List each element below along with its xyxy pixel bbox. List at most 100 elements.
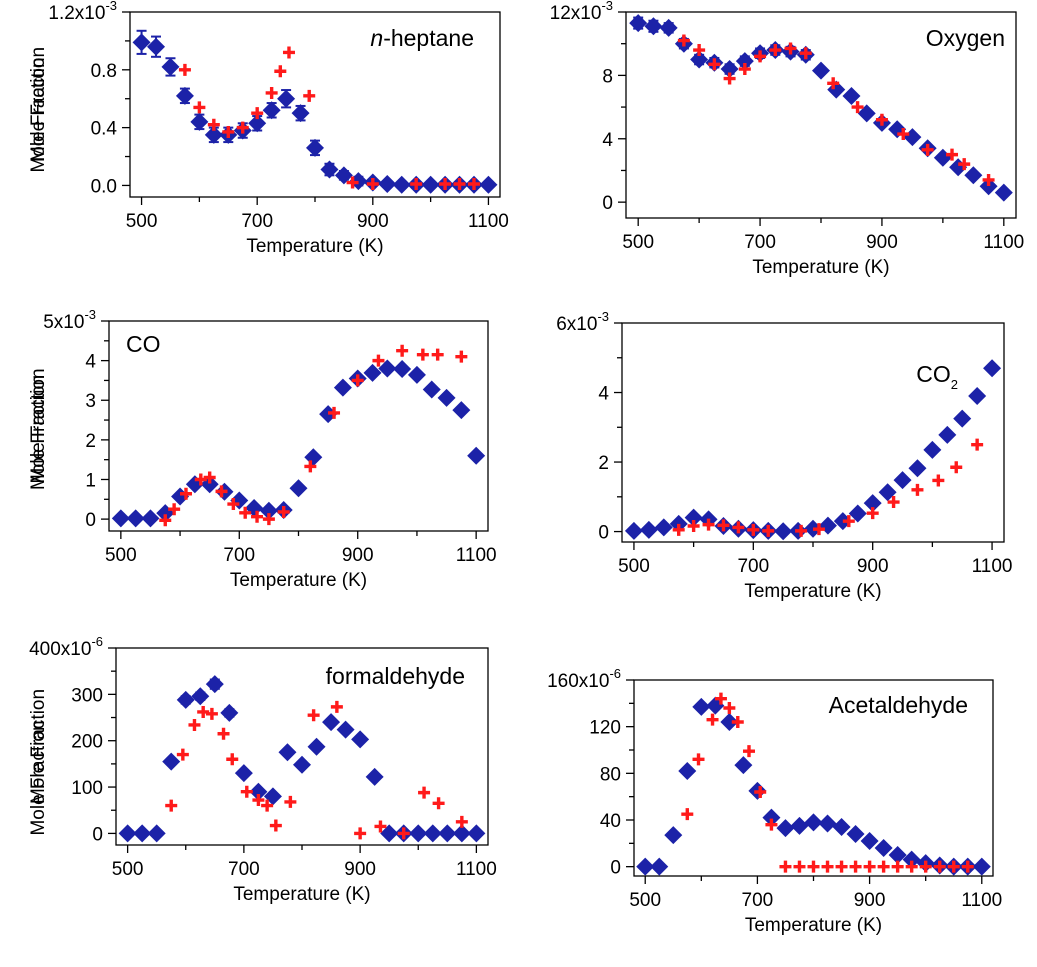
- data-point-cross: [432, 797, 445, 810]
- data-point-diamond: [983, 359, 1002, 378]
- data-point-cross: [366, 177, 379, 190]
- panel-title-main: n: [370, 25, 383, 51]
- data-point-cross: [372, 354, 385, 367]
- data-point-diamond: [293, 755, 311, 774]
- y-tick-label: 12x10-3: [550, 0, 613, 24]
- data-point-diamond: [923, 440, 942, 459]
- data-point-cross: [793, 860, 806, 873]
- data-point-diamond: [422, 380, 441, 399]
- data-point-diamond: [320, 160, 339, 179]
- x-tick-label: 900: [866, 232, 898, 253]
- y-tick-label-text: 0.0: [91, 176, 117, 197]
- data-point-diamond: [818, 814, 837, 833]
- data-point-diamond: [972, 857, 991, 876]
- data-point-cross: [222, 125, 235, 138]
- data-point-cross: [799, 47, 812, 60]
- data-point-cross: [265, 86, 278, 99]
- data-point-diamond: [437, 388, 456, 407]
- y-tick-label-text: 2: [598, 453, 609, 474]
- data-point-diamond: [248, 114, 267, 133]
- data-point-cross: [274, 65, 287, 78]
- y-tick-label-text: 0.4: [91, 119, 118, 140]
- x-tick-label: 700: [742, 890, 774, 911]
- data-point-diamond: [365, 767, 384, 786]
- data-point-diamond: [133, 824, 152, 843]
- data-point-cross: [821, 860, 834, 873]
- data-point-diamond: [624, 521, 643, 540]
- data-point-cross: [328, 406, 341, 419]
- data-point-cross: [693, 44, 706, 57]
- data-point-diamond: [874, 839, 893, 857]
- data-point-cross: [374, 820, 387, 833]
- panel-title: Acetaldehyde: [829, 692, 968, 718]
- data-point-cross: [351, 374, 364, 387]
- data-point-cross: [863, 860, 876, 873]
- x-tick-label: 1100: [972, 556, 1013, 577]
- y-tick-label-text: 120: [589, 718, 621, 739]
- panel-title: CO: [126, 331, 161, 357]
- data-point-diamond: [938, 425, 957, 444]
- x-tick-label: 700: [223, 545, 255, 566]
- x-tick-label: 500: [105, 545, 137, 566]
- panel-1: 500 700 900 1100 0.0 0.4 0.8 1.2x10-3 Temperatur…: [28, 0, 509, 257]
- data-point-cross: [240, 785, 253, 798]
- x-tick-label: 1100: [961, 890, 1002, 911]
- data-point-diamond: [776, 819, 795, 838]
- data-point-cross: [193, 101, 206, 114]
- y-tick-label: 2: [85, 431, 96, 452]
- data-point-cross: [203, 471, 216, 484]
- data-point-cross: [439, 177, 452, 190]
- data-point-diamond: [664, 826, 683, 845]
- data-point-diamond: [832, 818, 851, 836]
- data-point-diamond: [893, 471, 912, 490]
- data-point-diamond: [380, 824, 399, 843]
- y-exponent: -6: [609, 666, 621, 681]
- data-point-diamond: [306, 138, 324, 157]
- data-point-diamond: [175, 86, 194, 105]
- x-tick-label: 500: [126, 211, 158, 232]
- panel-title-main: Oxygen: [926, 25, 1005, 51]
- data-point-diamond: [452, 401, 471, 420]
- y-tick-label-text: 40: [600, 811, 621, 832]
- y-tick-label: 4: [85, 352, 96, 373]
- data-point-cross: [708, 58, 721, 71]
- data-point-cross: [742, 745, 755, 758]
- y-tick-label-text: 1: [85, 470, 96, 491]
- data-point-cross: [194, 473, 207, 486]
- y-tick-label-text: 300: [71, 685, 103, 706]
- data-point-cross: [168, 503, 181, 516]
- plot-frame: [108, 320, 489, 532]
- data-point-cross: [887, 496, 900, 509]
- data-point-diamond: [804, 813, 823, 832]
- x-tick-label: 700: [241, 211, 273, 232]
- x-tick-label: 900: [344, 859, 376, 880]
- data-point-diamond: [262, 101, 281, 120]
- data-point-cross: [891, 860, 904, 873]
- panel-title-main: formaldehyde: [326, 663, 465, 689]
- data-point-diamond: [147, 824, 166, 843]
- y-tick-label: 1: [85, 470, 96, 491]
- data-point-cross: [812, 523, 825, 536]
- data-point-cross: [396, 344, 409, 357]
- data-point-diamond: [692, 697, 711, 716]
- data-point-diamond: [953, 409, 972, 428]
- y-axis-title: Mole Fraction: [28, 368, 49, 483]
- data-point-cross: [754, 786, 767, 798]
- data-point-cross: [226, 753, 239, 766]
- data-point-diamond: [304, 448, 323, 467]
- y-exponent: -3: [597, 309, 609, 324]
- y-tick-label: 5x10-3: [43, 307, 96, 333]
- data-point-cross: [950, 461, 963, 474]
- data-point-diamond: [908, 459, 927, 478]
- data-point-cross: [455, 815, 468, 828]
- data-point-diamond: [259, 501, 278, 520]
- panel-title: CO2: [916, 361, 958, 392]
- data-point-diamond: [848, 504, 867, 523]
- data-point-cross: [769, 44, 782, 57]
- data-point-cross: [217, 727, 230, 740]
- data-point-diamond: [452, 824, 471, 843]
- data-point-diamond: [678, 762, 697, 780]
- y-tick-label: 80: [600, 764, 621, 785]
- y-tick-label: 0.4: [91, 119, 118, 140]
- data-point-diamond: [720, 713, 739, 731]
